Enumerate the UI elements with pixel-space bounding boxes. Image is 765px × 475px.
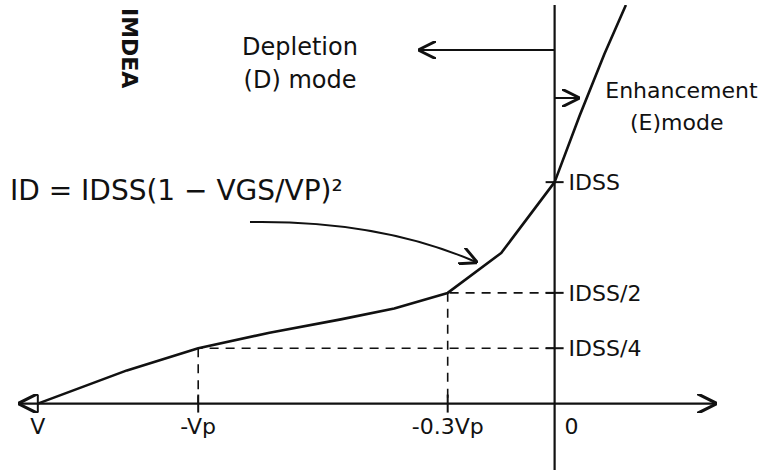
x-tick-label: -0.3Vp (412, 414, 484, 439)
y-tick-label: IDSS/4 (569, 336, 642, 361)
guide-vertical (447, 293, 449, 404)
annotation: IMDEA (117, 8, 142, 88)
y-tick-label: IDSS (569, 170, 620, 195)
x-tick-label: -Vp (180, 414, 216, 439)
enhancement-arrow (555, 97, 578, 99)
equation: ID = IDSS(1 − VGS/VP)² (10, 174, 343, 207)
annotation: Enhancement (605, 78, 758, 103)
depletion-arrow (420, 49, 555, 51)
x-axis (20, 402, 715, 404)
guide-vertical (197, 348, 199, 403)
x-tick-label: 0 (565, 414, 579, 439)
annotation: (D) mode (244, 66, 357, 94)
y-tick-label: IDSS/2 (569, 281, 642, 306)
guide-horizontal (198, 347, 554, 349)
y-axis (554, 5, 556, 470)
equation-arrow (250, 222, 476, 262)
x-tick-label: V (30, 414, 45, 439)
guide-horizontal (448, 292, 555, 294)
chart: V -Vp -0.3Vp 0 IDSS/4 IDSS/2 IDSS IMDEA Depletio… (0, 0, 765, 475)
annotation: Depletion (242, 33, 358, 61)
annotation: (E)mode (630, 110, 723, 135)
